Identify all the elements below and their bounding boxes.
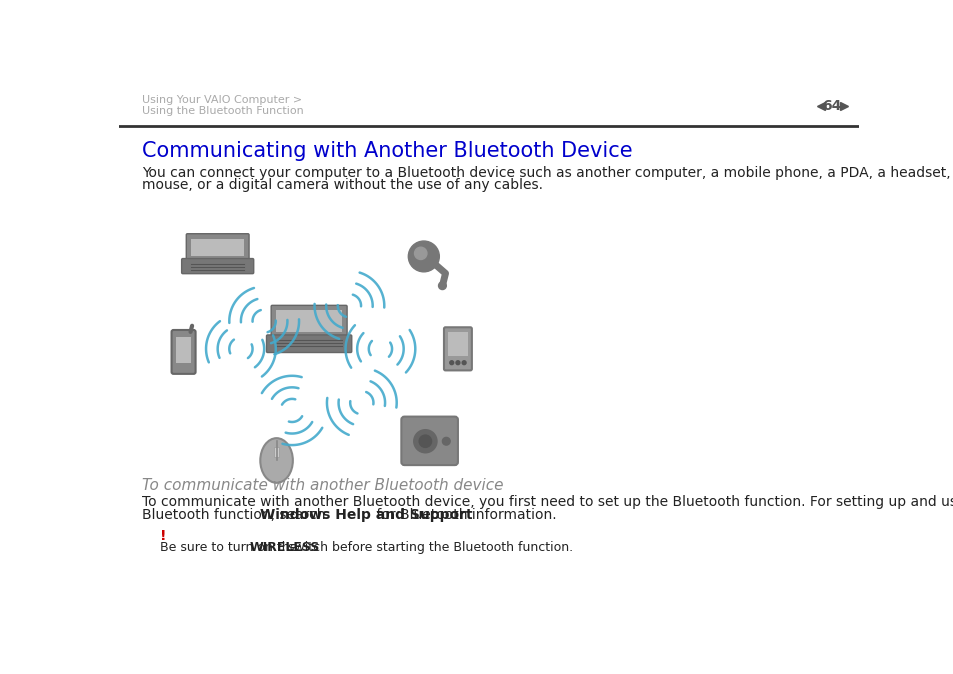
Text: Communicating with Another Bluetooth Device: Communicating with Another Bluetooth Dev…: [142, 141, 633, 161]
Text: Using the Bluetooth Function: Using the Bluetooth Function: [142, 106, 304, 117]
FancyBboxPatch shape: [266, 335, 352, 353]
Text: WIRELESS: WIRELESS: [249, 541, 319, 553]
Circle shape: [415, 247, 427, 259]
Circle shape: [449, 361, 454, 365]
Circle shape: [408, 241, 439, 272]
Text: for Bluetooth information.: for Bluetooth information.: [372, 508, 556, 522]
Bar: [192, 239, 244, 256]
FancyBboxPatch shape: [271, 305, 347, 337]
Text: Using Your VAIO Computer >: Using Your VAIO Computer >: [142, 95, 302, 104]
Text: !: !: [160, 529, 167, 543]
Text: You can connect your computer to a Bluetooth device such as another computer, a : You can connect your computer to a Bluet…: [142, 166, 953, 179]
Circle shape: [461, 361, 466, 365]
Bar: [276, 310, 342, 332]
Circle shape: [442, 437, 450, 445]
Text: To communicate with another Bluetooth device: To communicate with another Bluetooth de…: [142, 478, 503, 493]
FancyBboxPatch shape: [401, 417, 457, 465]
Text: To communicate with another Bluetooth device, you first need to set up the Bluet: To communicate with another Bluetooth de…: [142, 495, 953, 509]
Circle shape: [456, 361, 459, 365]
Ellipse shape: [260, 438, 293, 483]
Circle shape: [414, 430, 436, 453]
FancyBboxPatch shape: [186, 234, 249, 261]
Text: 64: 64: [821, 98, 841, 113]
Text: mouse, or a digital camera without the use of any cables.: mouse, or a digital camera without the u…: [142, 178, 543, 192]
Text: Bluetooth function, search: Bluetooth function, search: [142, 508, 330, 522]
Text: Windows Help and Support: Windows Help and Support: [260, 508, 473, 522]
Circle shape: [418, 435, 431, 448]
Circle shape: [438, 282, 446, 290]
FancyBboxPatch shape: [181, 259, 253, 274]
Text: Be sure to turn on the: Be sure to turn on the: [160, 541, 301, 553]
FancyBboxPatch shape: [172, 330, 195, 374]
FancyBboxPatch shape: [443, 328, 472, 371]
Bar: [175, 337, 192, 363]
Text: switch before starting the Bluetooth function.: switch before starting the Bluetooth fun…: [283, 541, 572, 553]
Bar: [274, 448, 278, 457]
Bar: [447, 332, 468, 356]
